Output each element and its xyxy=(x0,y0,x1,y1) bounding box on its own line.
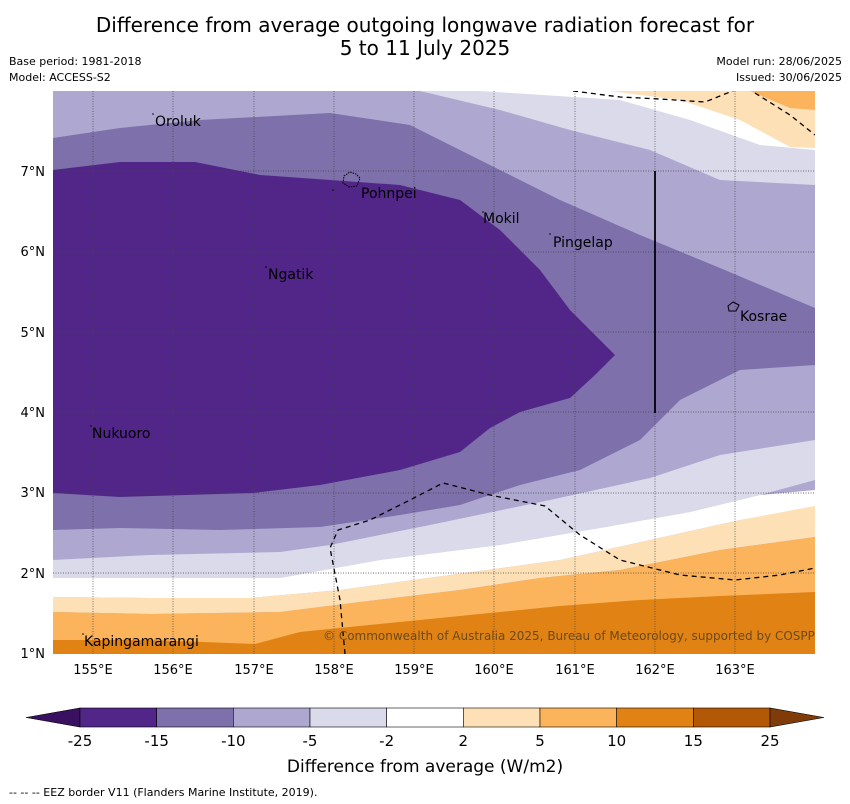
meta-left: Base period: 1981-2018 Model: ACCESS-S2 xyxy=(9,54,141,86)
colorbar-segment xyxy=(616,707,694,728)
x-tick-label: 161°E xyxy=(555,663,595,678)
y-tick-label: 6°N xyxy=(21,245,46,260)
x-axis: 155°E 156°E 157°E 158°E 159°E 160°E 161°… xyxy=(73,663,755,678)
colorbar-segment xyxy=(463,707,541,728)
y-tick-label: 1°N xyxy=(21,647,46,662)
colorbar-segment xyxy=(693,707,771,728)
colorbar-segment xyxy=(79,707,157,728)
eez-border xyxy=(329,91,815,654)
colorbar-segment xyxy=(156,707,234,728)
y-tick-label: 4°N xyxy=(21,406,46,421)
colorbar-label: 2 xyxy=(459,732,469,750)
colorbar-label: -25 xyxy=(68,732,93,750)
base-period: Base period: 1981-2018 xyxy=(9,55,142,68)
place-nukuoro: Nukuoro xyxy=(92,426,150,442)
x-tick-label: 158°E xyxy=(314,663,354,678)
band-tan-south xyxy=(53,506,815,614)
x-tick-label: 163°E xyxy=(715,663,755,678)
place-pingelap: Pingelap xyxy=(553,235,613,251)
band-white-south xyxy=(53,490,815,598)
colorbar-segment xyxy=(539,707,617,728)
band-pale-south xyxy=(53,440,815,578)
title-line-1: Difference from average outgoing longwav… xyxy=(95,13,755,37)
x-tick-label: 157°E xyxy=(234,663,274,678)
band-orange-top xyxy=(750,91,815,110)
place-kosrae: Kosrae xyxy=(740,309,787,325)
footer-note: -- -- -- EEZ border V11 (Flanders Marine… xyxy=(9,786,318,799)
colorbar-label: 10 xyxy=(607,732,626,750)
place-mokil: Mokil xyxy=(483,211,520,227)
meta-right: Model run: 28/06/2025 Issued: 30/06/2025 xyxy=(716,54,842,86)
band-tan-top xyxy=(560,91,815,148)
colorbar-label: -2 xyxy=(379,732,394,750)
place-ngatik: Ngatik xyxy=(268,267,314,283)
graticule xyxy=(53,91,815,654)
issued-date: Issued: 30/06/2025 xyxy=(735,71,842,84)
pohnpei-dot xyxy=(332,189,334,191)
pohnpei-island xyxy=(342,171,361,188)
y-tick-label: 7°N xyxy=(21,165,46,180)
colorbar-title: Difference from average (W/m2) xyxy=(287,757,563,777)
place-oroluk: Oroluk xyxy=(155,114,202,130)
band-dark-orange-south xyxy=(53,592,815,654)
colorbar-extend-low xyxy=(25,707,81,728)
place-pohnpei: Pohnpei xyxy=(361,186,417,202)
pingelap-dot xyxy=(549,233,551,235)
x-tick-label: 155°E xyxy=(73,663,113,678)
y-tick-label: 3°N xyxy=(21,486,46,501)
mokil-dot xyxy=(482,211,484,213)
x-tick-label: 156°E xyxy=(153,663,193,678)
model-run: Model run: 28/06/2025 xyxy=(716,55,842,68)
x-tick-label: 160°E xyxy=(474,663,514,678)
place-kapingamarangi: Kapingamarangi xyxy=(84,634,199,650)
colorbar-label: -15 xyxy=(144,732,169,750)
model-name: Model: ACCESS-S2 xyxy=(9,71,111,84)
colorbar-label: 25 xyxy=(760,732,779,750)
colorbar-label: 5 xyxy=(535,732,545,750)
colorbar-label: -10 xyxy=(221,732,246,750)
chart-title: Difference from average outgoing longwav… xyxy=(0,14,850,60)
anomaly-field: Oroluk Pohnpei Mokil Pingelap Ngatik Kos… xyxy=(53,91,828,654)
ngatik-dot xyxy=(265,266,267,268)
y-axis: 1°N 2°N 3°N 4°N 5°N 6°N 7°N xyxy=(21,165,46,662)
colorbar-label: -5 xyxy=(303,732,318,750)
y-tick-label: 5°N xyxy=(21,326,46,341)
colorbar-segment xyxy=(233,707,311,728)
x-tick-label: 159°E xyxy=(394,663,434,678)
title-line-2: 5 to 11 July 2025 xyxy=(339,36,511,60)
y-tick-label: 2°N xyxy=(21,567,46,582)
colorbar-label: 15 xyxy=(684,732,703,750)
colorbar-segment xyxy=(386,707,464,728)
kosrae-island xyxy=(727,301,740,312)
oroluk-dot xyxy=(152,113,154,115)
colorbar: -25 -15 -10 -5 -2 2 5 10 15 25 xyxy=(25,707,825,750)
copyright-text: © Commonwealth of Australia 2025, Bureau… xyxy=(323,629,828,643)
nukuoro-dot xyxy=(90,425,92,427)
colorbar-extend-high xyxy=(769,707,825,728)
colorbar-segment xyxy=(309,707,387,728)
kapingamarangi-dot xyxy=(82,633,84,635)
x-tick-label: 162°E xyxy=(635,663,675,678)
